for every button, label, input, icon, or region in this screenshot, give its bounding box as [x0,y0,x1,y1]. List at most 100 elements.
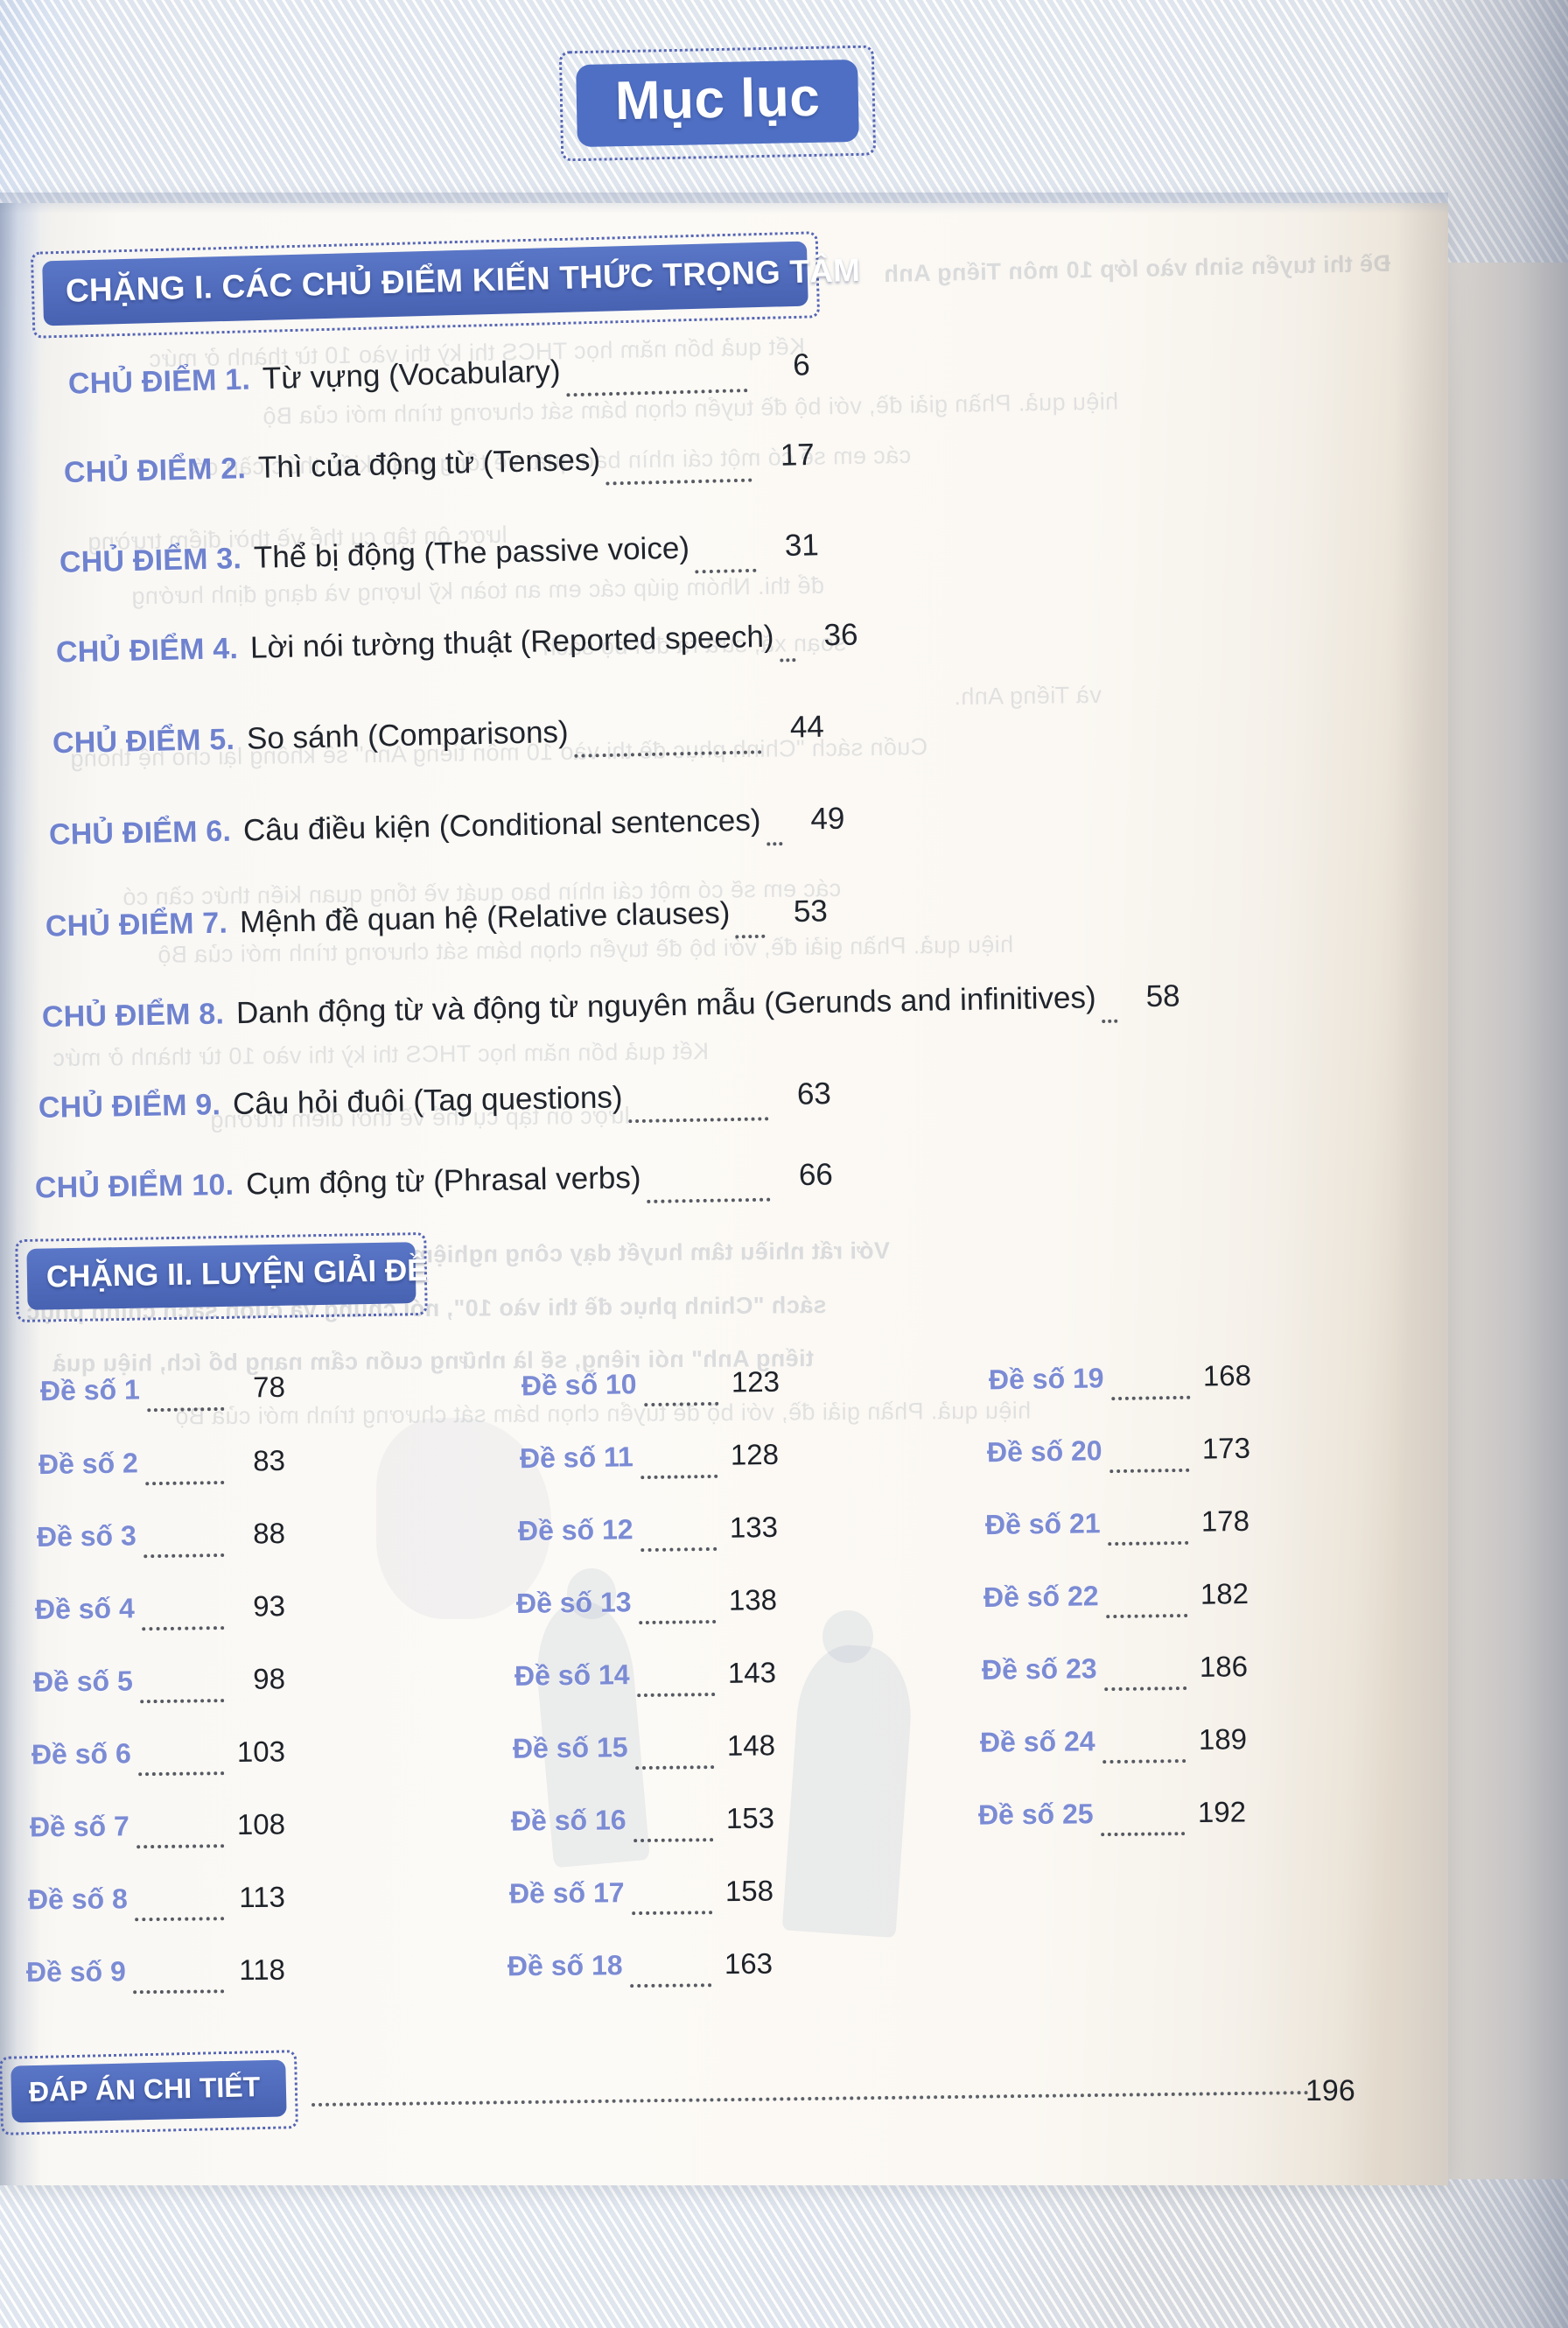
topic-row[interactable]: CHỦ ĐIỂM 10. Cụm động từ (Phrasal verbs)… [35,1157,834,1216]
exam-label: Đề số 19 [988,1362,1104,1396]
page-title-frame: Mục lục [558,45,877,162]
leader-dots [147,1405,224,1414]
exam-row[interactable]: Đề số 24 189 [980,1722,1248,1767]
leader-dots [639,1617,716,1627]
exam-row[interactable]: Đề số 3 88 [37,1517,286,1562]
leader-dots [1111,1393,1191,1403]
exam-row[interactable]: Đề số 18 163 [508,1947,773,1992]
exam-label: Đề số 13 [515,1586,632,1619]
topic-row[interactable]: CHỦ ĐIỂM 9. Câu hỏi đuôi (Tag questions)… [38,1076,832,1136]
exam-row[interactable]: Đề số 6 103 [32,1735,286,1779]
exam-page: 153 [725,1801,775,1834]
exam-label: Đề số 12 [517,1513,634,1547]
exam-row[interactable]: Đề số 1 78 [40,1371,286,1416]
exam-label: Đề số 23 [981,1652,1097,1686]
exam-page: 113 [239,1880,286,1914]
answers-banner: ĐÁP ÁN CHI TIẾT [0,2050,298,2135]
topic-key: CHỦ ĐIỂM 7. [45,906,228,943]
exam-label: Đề số 17 [508,1876,625,1910]
exam-row[interactable]: Đề số 10 123 [522,1365,780,1412]
exam-label: Đề số 22 [983,1580,1099,1613]
leader-dots [144,1551,224,1560]
leader-dots [145,1478,224,1488]
exam-page: 163 [724,1946,774,1981]
topic-title: Từ vựng (Vocabulary) [262,354,562,396]
exam-row[interactable]: Đề số 11 128 [520,1438,780,1483]
topic-title: Danh động từ và động từ nguyên mẫu (Geru… [235,980,1096,1031]
exam-label: Đề số 4 [34,1592,136,1625]
exam-label: Đề số 11 [519,1441,634,1475]
leader-dots [606,476,752,488]
exam-row[interactable]: Đề số 5 98 [33,1662,286,1707]
paper-sheet [0,203,1448,2185]
cloth-backdrop-bottom [0,2179,1568,2328]
leader-dots [1108,1539,1189,1548]
topic-row[interactable]: CHỦ ĐIỂM 4. Lời nói tường thuật (Reporte… [55,618,858,680]
exam-label: Đề số 14 [514,1658,630,1692]
exam-row[interactable]: Đề số 22 182 [984,1577,1250,1623]
exam-row[interactable]: Đề số 9 118 [26,1953,285,1998]
exam-row[interactable]: Đề số 16 153 [511,1801,774,1846]
exam-row[interactable]: Đề số 21 178 [985,1504,1250,1550]
exam-page: 78 [252,1370,286,1404]
leader-dots [140,1696,224,1706]
topic-key: CHỦ ĐIỂM 6. [48,814,232,852]
exam-row[interactable]: Đề số 25 192 [978,1795,1246,1840]
topic-title: Mệnh đề quan hệ (Relative clauses) [239,895,731,940]
topic-key: CHỦ ĐIỂM 4. [55,632,239,670]
leader-dots [312,2086,1309,2108]
exam-row[interactable]: Đề số 8 113 [28,1881,285,1925]
topic-key: CHỦ ĐIỂM 9. [38,1088,221,1125]
exam-row[interactable]: Đề số 14 143 [514,1656,777,1701]
leader-dots [566,386,747,399]
exam-page: 182 [1200,1577,1250,1610]
leader-dots [1102,1017,1117,1026]
exam-row[interactable]: Đề số 7 108 [30,1807,285,1852]
exam-row[interactable]: Đề số 4 93 [35,1589,286,1635]
topic-row[interactable]: CHỦ ĐIỂM 2. Thì của động từ (Tenses) 17 [64,438,816,501]
topic-page: 17 [780,437,816,473]
leader-dots [640,1472,718,1482]
leader-dots [1101,1829,1185,1839]
topic-row[interactable]: CHỦ ĐIỂM 8. Danh động từ và động từ nguy… [42,978,1180,1045]
topic-page: 36 [823,617,858,653]
exam-row[interactable]: Đề số 23 186 [982,1650,1249,1695]
topic-row[interactable]: CHỦ ĐIỂM 6. Câu điều kiện (Conditional s… [48,802,845,863]
leader-dots [695,566,756,577]
topic-row[interactable]: CHỦ ĐIỂM 5. So sánh (Comparisons) 44 [52,710,825,771]
topic-key: CHỦ ĐIỂM 3. [59,542,242,579]
exam-page: 98 [252,1662,286,1695]
topic-page: 44 [789,709,825,745]
topic-key: CHỦ ĐIỂM 2. [63,452,247,490]
topic-row[interactable]: CHỦ ĐIỂM 1. Từ vựng (Vocabulary) 6 [67,347,811,411]
exam-row[interactable]: Đề số 20 173 [987,1432,1251,1477]
exam-label: Đề số 3 [36,1519,137,1553]
exam-label: Đề số 25 [977,1798,1094,1831]
topic-title: Lời nói tường thuật (Reported speech) [249,619,774,665]
exam-row[interactable]: Đề số 12 133 [518,1511,779,1556]
exam-page: 93 [252,1589,286,1623]
exam-row[interactable]: Đề số 13 138 [516,1583,778,1629]
chapter-banner-1-label: CHẶNG I. CÁC CHỦ ĐIỂM KIẾN THỨC TRỌNG TÂ… [42,241,861,326]
leader-dots [142,1623,224,1633]
exam-label: Đề số 1 [39,1373,141,1407]
chapter-banner-2: CHẶNG II. LUYỆN GIẢI ĐỀ [15,1231,428,1323]
topic-row[interactable]: CHỦ ĐIỂM 3. Thể bị động (The passive voi… [60,528,820,591]
exam-page: 103 [236,1735,286,1768]
exam-row[interactable]: Đề số 19 168 [989,1359,1252,1406]
leader-dots [736,932,766,942]
exam-page: 83 [252,1443,286,1477]
leader-dots [628,1114,768,1125]
exam-label: Đề số 8 [27,1883,128,1916]
exam-label: Đề số 6 [31,1737,131,1771]
exam-page: 192 [1197,1795,1247,1828]
exam-page: 186 [1199,1650,1249,1683]
exam-row[interactable]: Đề số 15 148 [513,1728,776,1773]
exam-row[interactable]: Đề số 17 158 [509,1875,774,1919]
topic-row[interactable]: CHỦ ĐIỂM 7. Mệnh đề quan hệ (Relative cl… [46,894,829,954]
exam-row[interactable]: Đề số 2 83 [38,1444,286,1490]
topic-page: 6 [792,347,811,382]
exam-label: Đề số 18 [507,1949,623,1982]
page-gutter-shadow [0,203,40,2185]
topic-key: CHỦ ĐIỂM 1. [67,362,251,401]
